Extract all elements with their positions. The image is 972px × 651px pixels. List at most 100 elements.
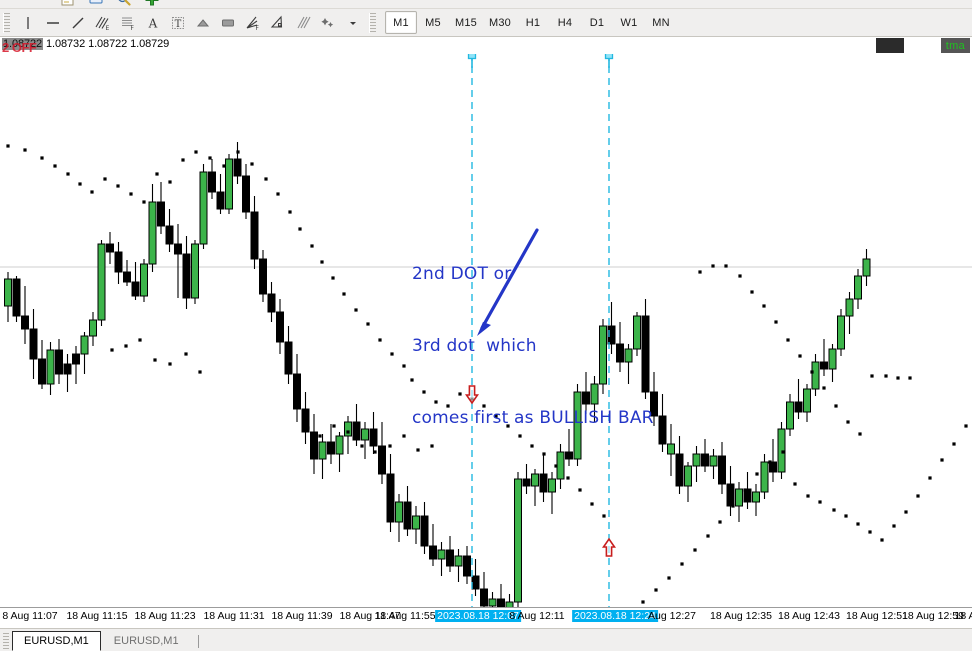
toolbar-row-upper: [0, 0, 972, 9]
candle-body: [276, 311, 284, 343]
psar-dot: [390, 352, 394, 356]
psar-dot: [320, 260, 324, 264]
timeframe-button-m15[interactable]: M15: [455, 16, 477, 29]
svg-text:F: F: [130, 25, 134, 31]
candle-body: [650, 391, 658, 417]
timeframe-button-m1[interactable]: M1: [385, 11, 417, 34]
psar-dot: [542, 452, 546, 456]
candle-body: [395, 501, 403, 523]
indicator-label-backdrop: [876, 38, 904, 53]
chart-tab-1[interactable]: EURUSD,M1: [113, 635, 179, 647]
candle-body: [565, 451, 573, 460]
add-indicator-icon[interactable]: [144, 0, 160, 7]
candle-body: [463, 555, 471, 577]
cursor-tool-button[interactable]: [15, 11, 40, 35]
new-chart-icon[interactable]: [60, 0, 76, 7]
psar-dot: [724, 264, 728, 268]
psar-dot: [786, 338, 790, 342]
psar-dot: [373, 450, 377, 454]
fibonacci-retracement-tool-button[interactable]: F: [115, 11, 140, 35]
psar-dot: [781, 450, 785, 454]
price-chart[interactable]: 2nd DOT or 3rd dot which comes first as …: [0, 54, 972, 607]
text-label-tool-button[interactable]: T: [165, 11, 190, 35]
arrows-dropdown-tool-button[interactable]: [315, 11, 340, 35]
time-axis-label: 18 Aug 11:39: [271, 610, 333, 622]
psar-dot: [129, 192, 133, 196]
psar-dot: [342, 292, 346, 296]
signal-arrows: [464, 385, 617, 557]
psar-dot: [755, 472, 759, 476]
timeframe-button-w1[interactable]: W1: [620, 16, 638, 29]
psar-dot: [706, 534, 710, 538]
arrow-up-shape-tool-button[interactable]: [190, 11, 215, 35]
psar-dot: [494, 414, 498, 418]
candle-body: [845, 298, 854, 317]
rectangle-shape-tool-button[interactable]: [215, 11, 240, 35]
timeframe-button-m5[interactable]: M5: [425, 16, 441, 29]
annotation-arrow-head: [477, 322, 491, 336]
timeframe-button-h4[interactable]: H4: [557, 16, 573, 29]
time-axis-label: 8 Aug 12:11: [509, 610, 565, 622]
tabbar-grip[interactable]: [3, 633, 9, 649]
parallel-lines-tool-button[interactable]: [290, 11, 315, 35]
buy-signal-arrow: [601, 537, 617, 557]
candle-body: [46, 349, 55, 385]
candle-body: [769, 461, 777, 473]
trendline-tool-button[interactable]: [65, 11, 90, 35]
candle-body: [505, 601, 514, 607]
quote-bar: 1.08722 1.08732 1.08722 1.08729 2 OFF tm…: [0, 38, 972, 55]
candle-body: [344, 421, 352, 437]
andrews-pitchfork-tool-button[interactable]: [265, 11, 290, 35]
candle-body: [55, 349, 63, 375]
candle-body: [72, 353, 80, 365]
open-chart-icon[interactable]: [88, 0, 104, 7]
fibo-fan-tool-button[interactable]: F: [240, 11, 265, 35]
timeframe-button-h1[interactable]: H1: [525, 16, 541, 29]
candle-body: [318, 441, 327, 460]
candle-body: [131, 281, 140, 297]
psar-dot: [774, 320, 778, 324]
equidistant-channel-tool-button[interactable]: E: [90, 11, 115, 35]
candle-body: [624, 348, 633, 363]
timeframe-button-mn[interactable]: MN: [652, 16, 670, 29]
psar-dot: [868, 530, 872, 534]
timeframe-button-m30[interactable]: M30: [489, 16, 511, 29]
arrows-dropdown-caret[interactable]: [340, 11, 365, 35]
svg-text:A: A: [147, 16, 157, 30]
psar-dot: [892, 524, 896, 528]
time-axis[interactable]: 8 Aug 11:07 18 Aug 11:15 18 Aug 11:23 18 Au…: [0, 607, 972, 628]
toolbar-grip[interactable]: [3, 12, 10, 33]
psar-dot: [360, 444, 364, 448]
psar-dot: [198, 370, 202, 374]
psar-dot: [446, 404, 450, 408]
candle-body: [429, 545, 437, 560]
timeframe-toolbar-grip[interactable]: [369, 12, 376, 33]
crosshair-tool-button[interactable]: [40, 11, 65, 35]
vertical-lines: [467, 54, 614, 607]
candle-body: [471, 575, 480, 590]
candle-body: [89, 319, 97, 337]
candle-body: [12, 278, 21, 317]
candle-body: [327, 441, 335, 455]
candle-body: [420, 515, 429, 547]
psar-dot: [124, 344, 128, 348]
candle-body: [369, 428, 378, 447]
psar-dot: [310, 244, 314, 248]
psar-dot: [846, 420, 850, 424]
time-axis-label: 18 Aug 11:55: [374, 610, 436, 622]
zoom-icon[interactable]: [116, 0, 132, 7]
psar-dot: [168, 180, 172, 184]
psar-dot: [402, 364, 406, 368]
chart-tab-0[interactable]: EURUSD,M1: [12, 631, 101, 651]
candle-body: [573, 391, 582, 460]
timeframe-button-d1[interactable]: D1: [589, 16, 605, 29]
psar-dot: [952, 442, 956, 446]
psar-dot: [250, 162, 254, 166]
candle-body: [548, 478, 556, 493]
psar-dot: [388, 444, 392, 448]
candle-body: [165, 225, 174, 245]
psar-dot: [904, 510, 908, 514]
text-tool-button[interactable]: A: [140, 11, 165, 35]
candle-body: [718, 455, 726, 485]
candle-body: [726, 483, 735, 507]
